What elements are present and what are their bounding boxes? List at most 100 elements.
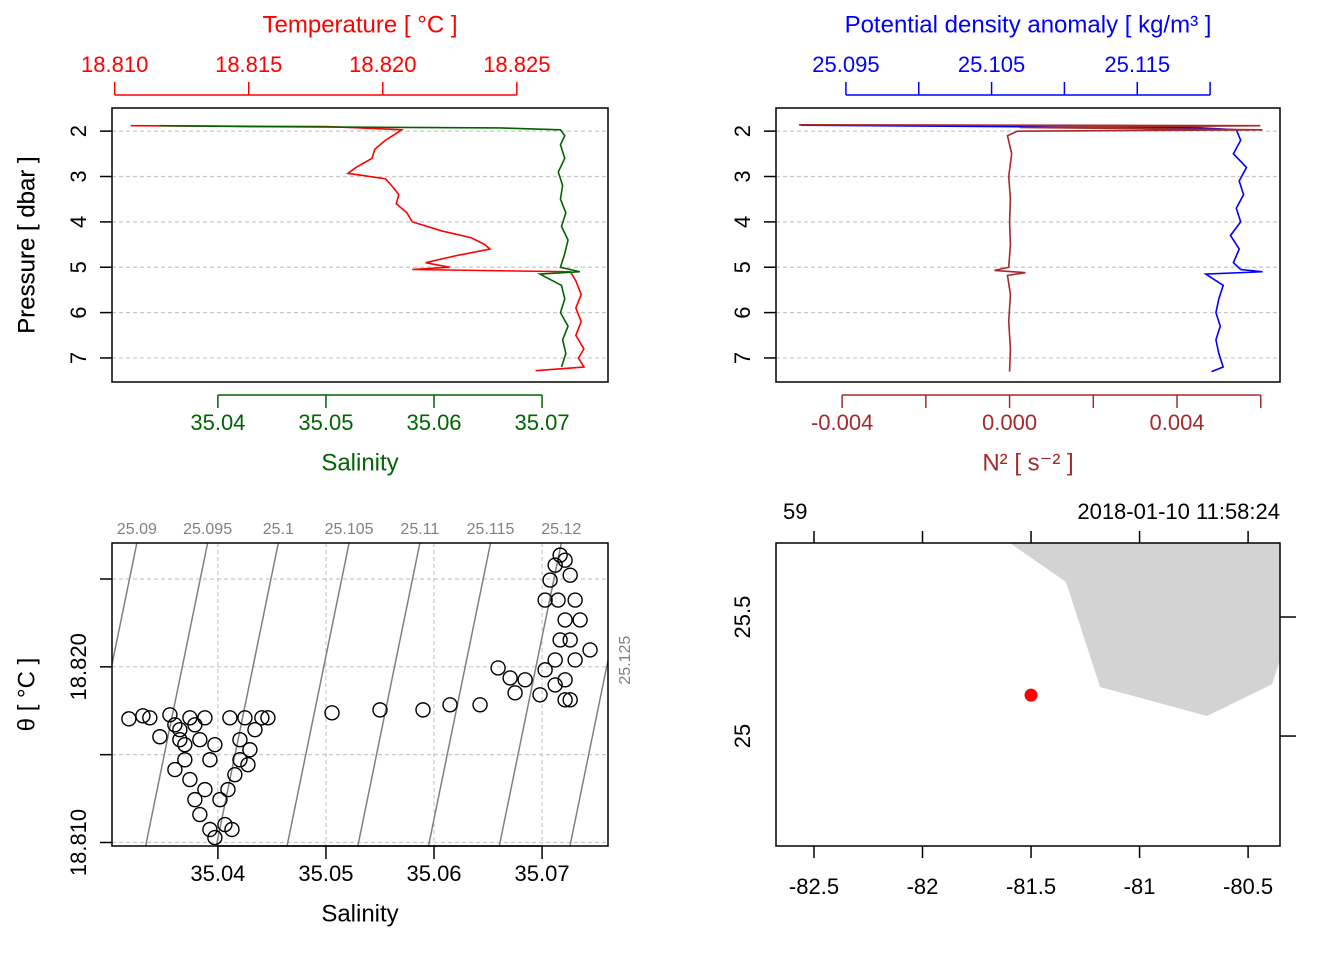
isopycnal-label: 25.125 [617,636,634,685]
data-point [237,710,253,726]
data-point [167,761,183,778]
data-point [260,710,276,726]
x-tick-label: 35.05 [298,410,353,435]
data-point [562,632,578,648]
axis-title: Temperature [ °C ] [263,11,458,38]
data-point [567,592,583,608]
data-point [502,670,518,686]
data-point [192,806,208,823]
isopycnal [498,543,563,846]
data-point [442,697,458,713]
station-label: 59 [783,499,807,524]
y-tick-label: 25 [730,724,755,748]
data-point [517,672,533,688]
y-tick-label: 3 [730,170,755,182]
data-point [192,732,208,748]
data-point [172,722,188,738]
data-point [557,672,573,688]
data-point [187,791,203,808]
y-tick-label: 6 [66,306,91,318]
y-tick-label: 18.810 [66,809,91,876]
data-point [222,710,238,726]
profile-line [799,123,1263,372]
data-point [227,766,243,783]
time-label: 2018-01-10 11:58:24 [1077,499,1280,524]
x-tick-label: 35.04 [190,861,245,886]
data-point [415,702,431,718]
isopycnal [144,543,209,846]
data-point [142,710,158,726]
x-tick-label: -81.5 [1006,874,1056,899]
x-tick-label: -82.5 [789,874,839,899]
x-tick-label: 25.095 [812,52,879,77]
y-tick-label: 3 [66,170,91,182]
data-point [152,729,168,745]
data-point [254,710,270,726]
x-tick-label: 0.004 [1149,410,1204,435]
x-tick-label: 35.06 [406,861,461,886]
data-point [135,708,151,724]
x-tick-label: -80.5 [1223,874,1273,899]
data-point [552,547,568,563]
plot-frame [111,107,609,383]
data-point [562,567,578,583]
plot-frame [111,542,609,847]
x-tick-label: 0.000 [982,410,1037,435]
axis-title: Salinity [321,900,398,927]
data-point [232,732,248,748]
data-point [242,742,258,758]
plot-frame [775,107,1281,383]
y-tick-label: 4 [66,216,91,228]
data-point [207,736,223,753]
data-point [550,592,566,608]
data-point [202,752,218,768]
y-tick-label: 18.820 [66,633,91,700]
y-tick-label: 5 [730,261,755,273]
isopycnal-label: 25.11 [400,521,439,538]
x-tick-label: -81 [1124,874,1156,899]
data-point [232,752,248,768]
y-tick-label: 4 [730,216,755,228]
isopycnal [286,543,350,846]
isopycnal [427,543,492,846]
y-tick-label: 2 [66,125,91,137]
data-point [542,572,558,588]
data-point [247,722,263,738]
x-tick-label: 35.07 [515,410,570,435]
data-point [537,592,553,608]
isopycnal-label: 25.115 [467,521,515,538]
data-point [567,652,583,668]
isopycnal-label: 25.12 [541,521,581,538]
data-point [207,829,223,846]
station [1024,688,1038,702]
data-point [552,632,568,648]
data-point [212,791,228,808]
data-point [507,685,523,701]
data-point [537,662,553,678]
data-point [582,642,598,658]
x-tick-label: 18.815 [215,52,282,77]
x-tick-label: 18.825 [483,52,550,77]
y-tick-label: 7 [730,352,755,364]
profile-line [159,124,581,368]
x-tick-label: -0.004 [811,410,873,435]
data-point [202,821,218,838]
y-tick-label: 25.5 [730,596,755,639]
x-tick-label: -82 [907,874,939,899]
x-tick-label: 35.06 [406,410,461,435]
isopycnal [215,543,280,846]
isopycnal [112,543,138,669]
data-point [557,612,573,628]
data-point [472,697,488,713]
data-point [572,612,588,628]
data-point [557,692,573,708]
data-point [172,732,188,748]
y-axis-title: θ [ °C ] [13,658,40,732]
y-axis-title: Pressure [ dbar ] [13,156,40,333]
x-tick-label: 18.820 [349,52,416,77]
isopycnal-label: 25.09 [117,521,157,538]
x-tick-label: 25.115 [1104,52,1170,77]
data-point [177,736,193,753]
y-tick-label: 5 [66,261,91,273]
